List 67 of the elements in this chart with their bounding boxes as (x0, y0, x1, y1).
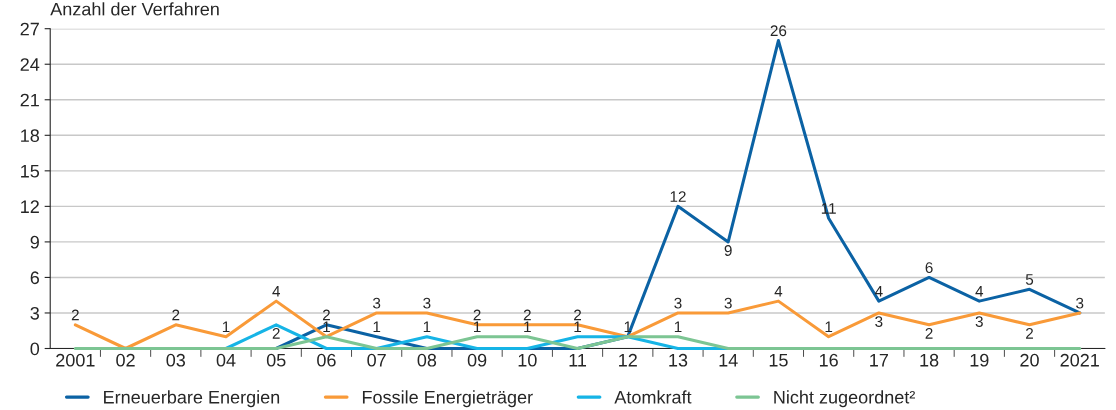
data-label: 2 (473, 309, 481, 321)
x-tick-label: 03 (166, 353, 186, 367)
y-tick-label: 6 (30, 271, 40, 285)
data-label: 4 (975, 286, 984, 297)
y-tick-label: 24 (20, 58, 40, 71)
data-label: 1 (373, 321, 381, 333)
data-label: 3 (875, 316, 883, 327)
x-tick-label: 2001 (56, 353, 95, 367)
data-label: 1 (423, 321, 431, 333)
data-label: 3 (372, 297, 381, 309)
x-tick-label: 15 (769, 354, 788, 367)
legend-label: Erneuerbare Energien (104, 390, 280, 408)
y-tick-label: 9 (30, 235, 39, 249)
x-tick-label: 12 (619, 353, 637, 367)
x-tick-label: 11 (569, 354, 587, 367)
x-tick-label: 06 (317, 353, 336, 367)
x-tick-label: 09 (467, 353, 487, 367)
data-label: 2 (322, 309, 330, 321)
data-label: 2 (523, 309, 531, 321)
x-tick-label: 04 (216, 353, 236, 367)
data-label: 26 (770, 25, 787, 37)
data-label: 1 (222, 321, 230, 333)
data-label: 6 (925, 262, 933, 274)
data-label: 12 (670, 191, 686, 202)
y-tick-label: 12 (21, 200, 39, 213)
data-label: 4 (774, 286, 783, 297)
data-label: 2 (172, 309, 180, 321)
legend-label: Atomkraft (614, 390, 692, 404)
y-tick-label: 0 (30, 342, 40, 356)
data-label: 3 (674, 297, 682, 309)
data-label: 2 (925, 327, 933, 339)
x-tick-label: 08 (417, 353, 437, 367)
data-label: 2 (574, 309, 582, 321)
y-tick-label: 27 (20, 22, 39, 36)
data-label: 1 (674, 321, 682, 333)
x-tick-label: 13 (669, 353, 688, 367)
data-label: 1 (825, 321, 833, 333)
data-label: 3 (1076, 297, 1084, 309)
data-label: 1 (323, 321, 330, 333)
x-tick-label: 16 (819, 353, 838, 367)
x-tick-label: 18 (920, 353, 939, 367)
x-tick-label: 19 (970, 353, 989, 367)
y-tick-label: 21 (20, 93, 39, 107)
data-label: 2 (1026, 327, 1033, 339)
x-tick-label: 20 (1020, 353, 1039, 367)
x-tick-label: 14 (719, 354, 738, 367)
data-label: 3 (724, 297, 732, 309)
y-tick-label: 3 (30, 306, 40, 320)
data-label: 2 (272, 327, 280, 339)
data-label: 5 (1025, 274, 1034, 285)
y-tick-label: 18 (21, 129, 40, 143)
x-tick-label: 07 (367, 353, 386, 367)
x-tick-label: 02 (116, 353, 135, 367)
data-label: 4 (272, 286, 281, 297)
x-tick-label: 05 (266, 353, 286, 367)
data-label: 3 (975, 316, 983, 327)
data-label: 3 (423, 297, 431, 309)
x-tick-label: 17 (870, 354, 888, 367)
y-tick-label: 15 (21, 164, 40, 178)
data-label: 2 (71, 309, 79, 321)
x-tick-label: 10 (518, 353, 537, 367)
data-label: 9 (724, 245, 732, 256)
data-label: 4 (874, 286, 883, 297)
legend-label: Fossile Energieträger (362, 390, 533, 408)
x-tick-label: 2021 (1060, 353, 1099, 367)
legend-label: Nicht zugeordnet² (774, 390, 915, 408)
y-axis-title: Anzahl der Verfahren (50, 2, 219, 16)
